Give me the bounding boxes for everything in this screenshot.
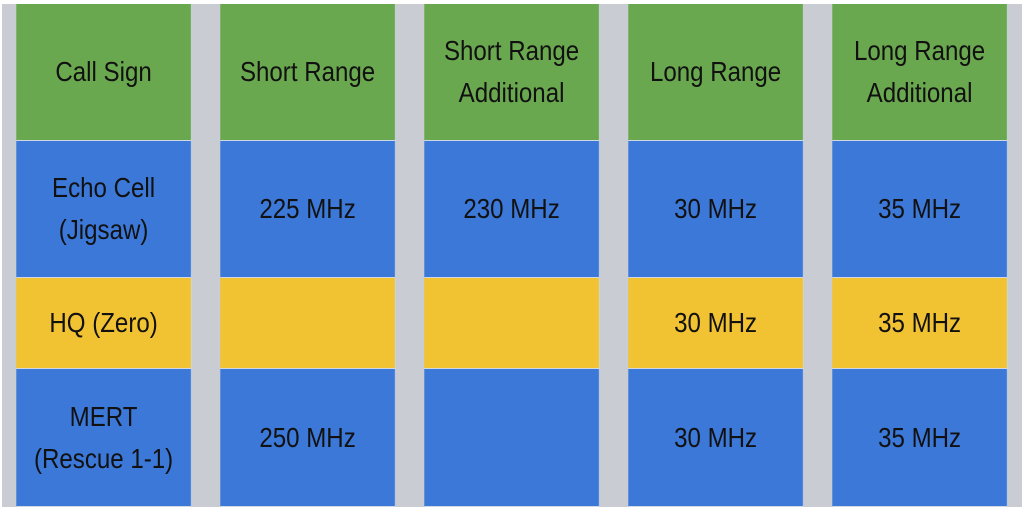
long-range-additional-cell: 35 MHz	[832, 369, 1008, 507]
long-range-additional-cell: 35 MHz	[832, 278, 1008, 369]
short-range-cell	[220, 278, 396, 369]
short-range-additional-cell: 230 MHz	[424, 141, 600, 278]
header-long-range-additional: Long Range Additional	[832, 4, 1008, 141]
short-range-cell: 250 MHz	[220, 369, 396, 507]
call-sign-cell: MERT (Rescue 1-1)	[16, 369, 192, 507]
frequency-table: Call Sign Short Range Short Range Additi…	[2, 4, 1022, 507]
short-range-additional-cell	[424, 369, 600, 507]
header-call-sign: Call Sign	[16, 4, 192, 141]
header-short-range-additional: Short Range Additional	[424, 4, 600, 141]
call-sign-cell: Echo Cell (Jigsaw)	[16, 141, 192, 278]
long-range-cell: 30 MHz	[628, 278, 804, 369]
long-range-cell: 30 MHz	[628, 369, 804, 507]
header-long-range: Long Range	[628, 4, 804, 141]
long-range-cell: 30 MHz	[628, 141, 804, 278]
call-sign-cell: HQ (Zero)	[16, 278, 192, 369]
short-range-additional-cell	[424, 278, 600, 369]
long-range-additional-cell: 35 MHz	[832, 141, 1008, 278]
header-short-range: Short Range	[220, 4, 396, 141]
short-range-cell: 225 MHz	[220, 141, 396, 278]
